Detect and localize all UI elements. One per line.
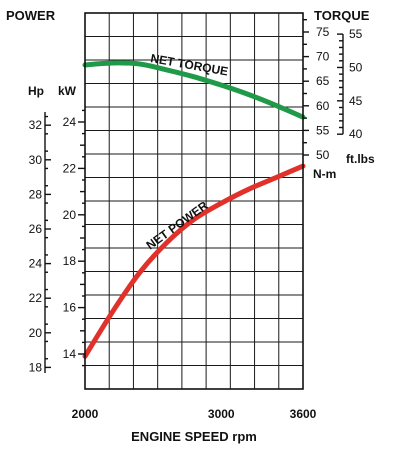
nm-tick-label: 75	[316, 25, 330, 39]
ftlbs-tick-label: 55	[349, 27, 363, 41]
ftlbs-tick-label: 50	[349, 60, 363, 74]
power-axis-title: POWER	[6, 8, 56, 23]
ftlbs-tick-label: 45	[349, 94, 363, 108]
kw-tick-label: 22	[63, 161, 77, 175]
nm-tick-label: 70	[316, 50, 330, 64]
nm-tick-label: 50	[316, 148, 330, 162]
kw-unit-label: kW	[58, 84, 77, 98]
kw-tick-label: 14	[63, 347, 77, 361]
hp-tick-label: 28	[29, 187, 43, 201]
x-tick-label: 3000	[208, 407, 235, 421]
hp-tick-label: 18	[29, 360, 43, 374]
kw-tick-label: 20	[63, 208, 77, 222]
x-axis-title: ENGINE SPEED rpm	[131, 429, 257, 444]
x-tick-label: 3600	[290, 407, 317, 421]
plot-frame	[84, 12, 304, 390]
hp-tick-label: 24	[29, 257, 43, 271]
kw-tick-label: 16	[63, 301, 77, 315]
axis-ticks: 18 20 22 24 26 28 30 32 14 16 18 20 22 24 50 55 60 65 70 75…	[29, 19, 363, 421]
chart-grid	[85, 13, 303, 389]
kw-tick-label: 24	[63, 115, 77, 129]
hp-tick-label: 32	[29, 118, 43, 132]
x-tick-label: 2000	[72, 407, 99, 421]
hp-tick-label: 30	[29, 153, 43, 167]
net-torque-line	[82, 60, 306, 120]
nm-unit-label: N-m	[313, 167, 336, 181]
kw-tick-label: 18	[63, 254, 77, 268]
ftlbs-tick-label: 40	[349, 127, 363, 141]
net-power-line	[82, 163, 306, 359]
hp-unit-label: Hp	[28, 84, 44, 98]
hp-tick-label: 22	[29, 291, 43, 305]
hp-tick-label: 26	[29, 222, 43, 236]
nm-tick-label: 55	[316, 123, 330, 137]
ftlbs-unit-label: ft.lbs	[346, 152, 375, 166]
nm-tick-label: 60	[316, 99, 330, 113]
hp-tick-label: 20	[29, 326, 43, 340]
nm-tick-label: 65	[316, 74, 330, 88]
torque-axis-title: TORQUE	[314, 8, 370, 23]
net-power-label: NET POWER	[144, 198, 211, 252]
